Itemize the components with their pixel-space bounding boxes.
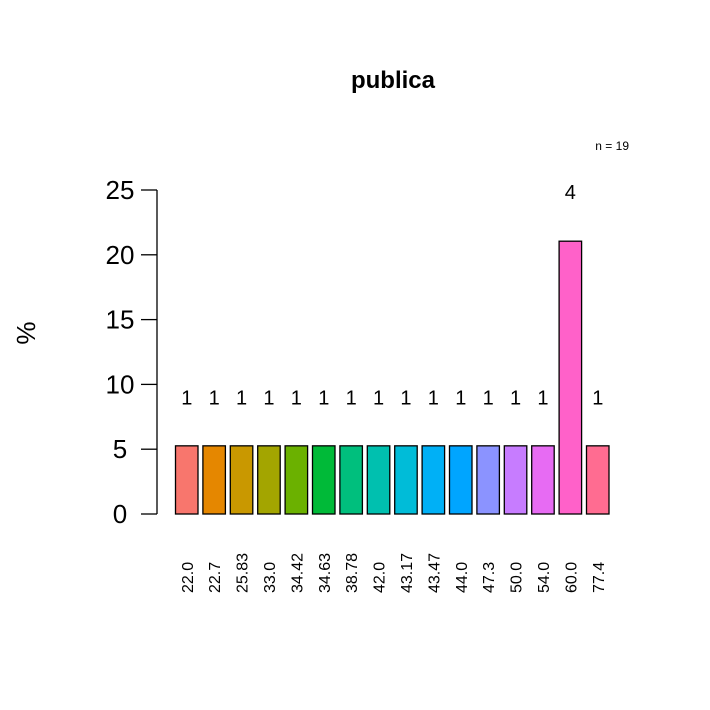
y-tick-label: 15 [106, 305, 135, 335]
bar-count-label: 1 [209, 387, 220, 409]
bar [257, 445, 281, 515]
bar [531, 445, 555, 515]
x-tick-label: 47.3 [481, 562, 498, 593]
chart-title: publica [351, 67, 436, 94]
x-tick-label: 22.0 [180, 562, 197, 593]
bar [284, 445, 309, 515]
bar [202, 445, 227, 515]
bar [448, 445, 473, 515]
bar-count-label: 1 [510, 387, 521, 409]
x-tick-label: 42.0 [372, 562, 389, 593]
bar [229, 445, 254, 515]
bar-count-label: 1 [318, 387, 329, 409]
x-tick-label: 25.83 [235, 553, 252, 593]
x-tick-label: 34.42 [289, 553, 306, 593]
x-tick-label: 43.47 [426, 553, 443, 593]
x-tick-label: 34.63 [317, 553, 334, 593]
bar-count-label: 1 [428, 387, 439, 409]
bar-count-label: 1 [400, 387, 411, 409]
x-tick-label: 22.7 [207, 562, 224, 593]
count-labels-group: 1 1 1 1 1 1 1 1 1 1 1 1 1 141 [181, 182, 603, 409]
bar-count-label: 1 [236, 387, 247, 409]
x-tick-labels-group: 22.0 22.7 25.83 33.0 34.42 34.63 38.78 42.0 43.1… [180, 553, 608, 593]
bar [558, 240, 583, 515]
bar-count-label: 1 [263, 387, 274, 409]
bar-count-label: 1 [181, 387, 192, 409]
y-tick-label: 25 [106, 175, 135, 205]
x-tick-label: 43.17 [399, 553, 416, 593]
bar-count-label: 1 [537, 387, 548, 409]
bar-count-label: 4 [565, 182, 576, 204]
bar [394, 445, 418, 515]
y-tick-label: 5 [113, 434, 127, 464]
bar-count-label: 1 [346, 387, 357, 409]
y-axis: 0 5 10 15 20 25 [106, 175, 158, 529]
bar [339, 445, 364, 515]
bar-count-label: 1 [373, 387, 384, 409]
bar [311, 445, 336, 515]
bar-count-label: 1 [291, 387, 302, 409]
bar [421, 445, 446, 515]
x-tick-label: 38.78 [344, 553, 361, 593]
bar [476, 445, 501, 515]
y-tick-label: 20 [106, 240, 135, 270]
bars-group [174, 240, 610, 515]
sample-size-note: n = 19 [595, 139, 629, 153]
bar [503, 445, 528, 515]
bar-count-label: 1 [483, 387, 494, 409]
y-tick-label: 10 [106, 369, 135, 399]
bar [366, 445, 391, 515]
bar-count-label: 1 [592, 387, 603, 409]
bar-count-label: 1 [455, 387, 466, 409]
x-tick-label: 50.0 [509, 562, 526, 593]
bar [174, 445, 199, 515]
y-tick-label: 0 [113, 499, 127, 529]
x-tick-label: 44.0 [454, 562, 471, 593]
x-tick-label: 54.0 [536, 562, 553, 593]
x-tick-label: 33.0 [262, 562, 279, 593]
y-axis-label: % [11, 321, 41, 344]
x-tick-label: 60.0 [563, 562, 580, 593]
bar [585, 445, 610, 515]
x-tick-label: 77.4 [591, 562, 608, 593]
